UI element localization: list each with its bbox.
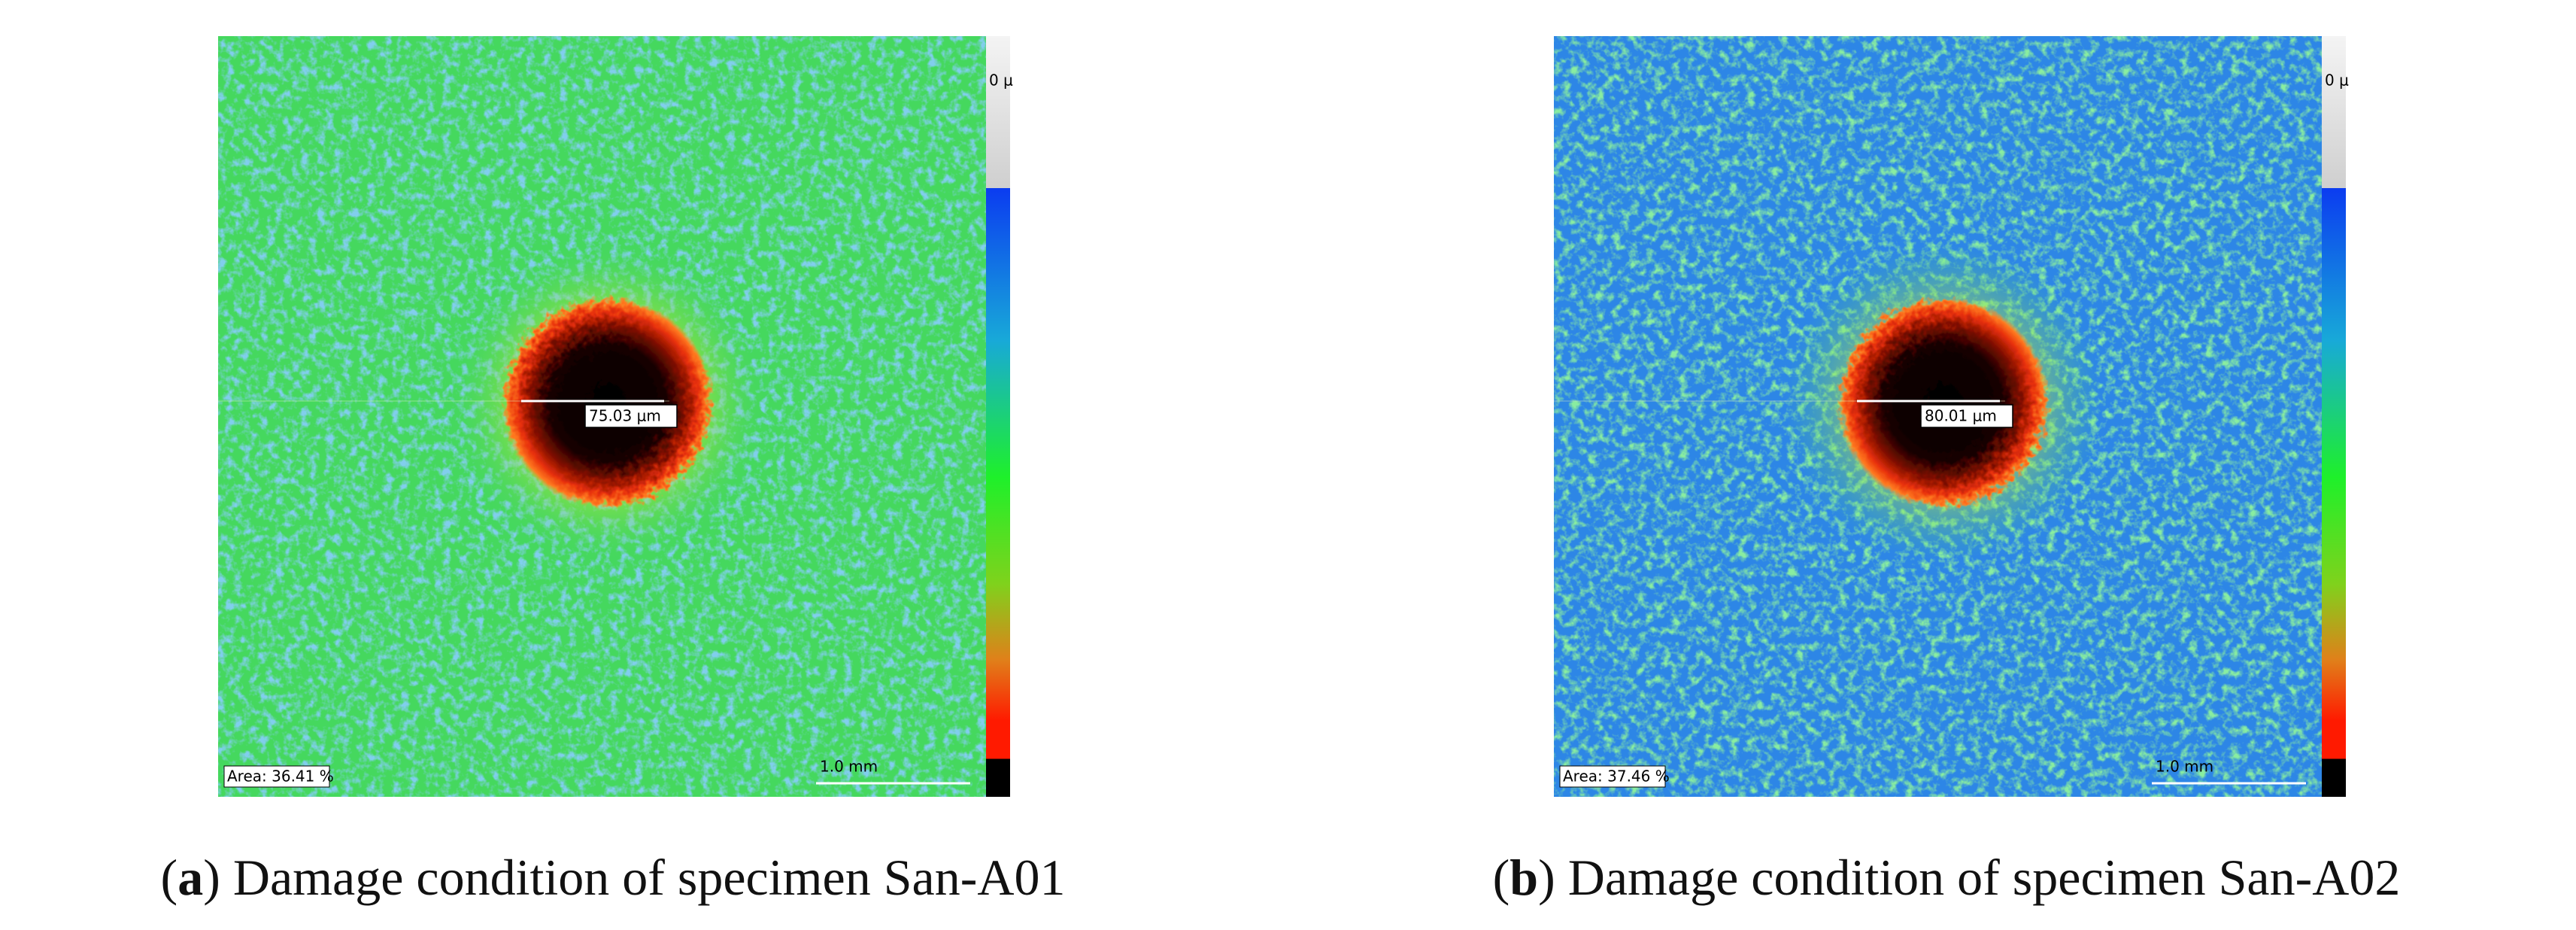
colorbar xyxy=(986,36,1010,797)
measure-label: 80.01 μm xyxy=(1925,407,1997,425)
caption-text: ) Damage condition of specimen San-A01 xyxy=(203,849,1065,906)
panel: 75.03 μm Area: 36.41 % 1.0 mm 0 μ (a) Damage… xyxy=(161,36,1066,906)
panel: 80.01 μm Area: 37.46 % 1.0 mm 0 μ (b) Damage… xyxy=(1493,36,2401,906)
caption-label: b xyxy=(1509,849,1538,906)
damage-crater xyxy=(502,297,713,508)
caption-open: ( xyxy=(1493,849,1510,906)
measure-box xyxy=(1920,404,2013,428)
area-label: Area: 37.46 % xyxy=(1563,767,1670,786)
scale-label: 1.0 mm xyxy=(820,758,878,776)
scale-label: 1.0 mm xyxy=(2156,758,2213,776)
colorbar-label: 0 μ xyxy=(989,71,1013,90)
caption: (b) Damage condition of specimen San-A02 xyxy=(1493,849,2401,906)
colorbar xyxy=(2322,36,2346,797)
caption: (a) Damage condition of specimen San-A01 xyxy=(161,849,1066,906)
damage-crater xyxy=(1838,297,2049,508)
caption-open: ( xyxy=(161,849,178,906)
measure-box xyxy=(584,404,678,428)
area-box xyxy=(1559,765,1666,788)
area-label: Area: 36.41 % xyxy=(227,767,334,786)
measure-label: 75.03 μm xyxy=(589,407,661,425)
caption-label: a xyxy=(177,849,203,906)
colorbar-label: 0 μ xyxy=(2325,71,2349,90)
caption-text: ) Damage condition of specimen San-A02 xyxy=(1538,849,2400,906)
area-box xyxy=(223,765,330,788)
